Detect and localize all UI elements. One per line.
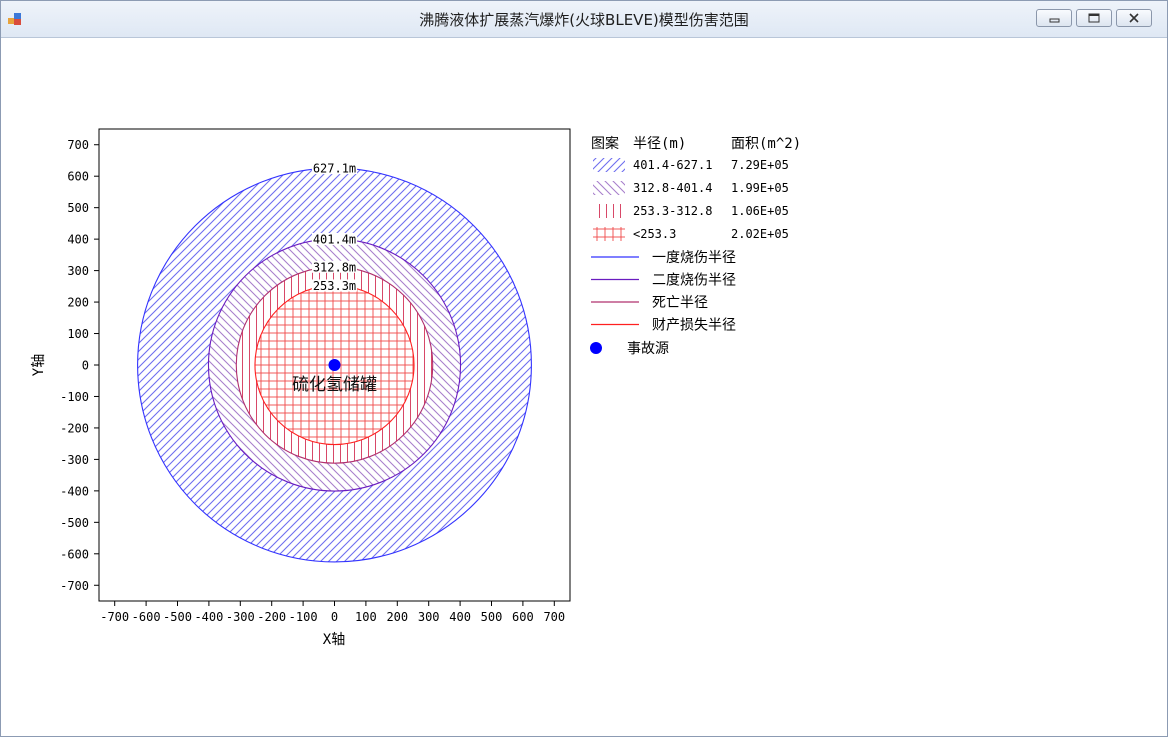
legend-area-1: 7.29E+05 [731,158,789,172]
close-button[interactable] [1116,9,1152,27]
legend-range-2: 312.8-401.4 [633,181,712,195]
radius-label-3: 312.8m [313,260,356,274]
y-tick-label: 0 [82,359,89,373]
radius-label-2: 401.4m [313,232,356,246]
y-tick-label: 600 [67,170,89,184]
legend-range-1: 401.4-627.1 [633,158,712,172]
legend-header-radius: 半径(m) [633,136,686,152]
radius-label-1: 627.1m [313,162,356,176]
legend-range-4: <253.3 [633,227,676,241]
y-tick-label: -400 [60,484,89,498]
x-tick-label: 200 [386,610,408,624]
y-tick-label: -100 [60,390,89,404]
y-tick-label: 200 [67,296,89,310]
x-tick-label: -200 [257,610,286,624]
maximize-button[interactable] [1076,9,1112,27]
client-area: 627.1m 401.4m 312.8m 253.3m -700 -600 -500 -40… [1,38,1167,736]
source-label: 硫化氢储罐 [292,375,377,395]
radius-label-bg [311,279,358,292]
legend-header-area: 面积(m^2) [731,136,801,152]
x-tick-label: 100 [355,610,377,624]
y-tick-label: -500 [60,516,89,530]
x-tick-label: 500 [481,610,503,624]
legend-range-3: 253.3-312.8 [633,204,712,218]
legend-swatch-1 [593,158,625,172]
legend-swatch-4 [593,227,625,241]
x-tick-label: -600 [132,610,161,624]
legend-area-4: 2.02E+05 [731,227,789,241]
radius-label-4: 253.3m [313,279,356,293]
x-axis-label: X轴 [323,632,345,648]
y-tick-label: -600 [60,547,89,561]
close-icon [1129,13,1139,23]
legend-source-marker [590,342,602,354]
x-tick-label: 0 [331,610,338,624]
x-tick-label: 700 [543,610,565,624]
window-title: 沸腾液体扩展蒸汽爆炸(火球BLEVE)模型伤害范围 [419,11,749,29]
radius-label-bg [311,162,358,175]
app-icon [8,13,21,25]
radius-label-bg [311,232,358,245]
y-tick-label: 400 [67,233,89,247]
legend-swatch-3 [593,204,625,218]
x-tick-label: 300 [418,610,440,624]
x-tick-label: -300 [226,610,255,624]
legend-area-2: 1.99E+05 [731,181,789,195]
y-axis-label: Y轴 [31,354,47,376]
x-tick-label: -700 [100,610,129,624]
y-tick-label: -200 [60,421,89,435]
x-tick-label: 400 [449,610,471,624]
legend-header-pattern: 图案 [591,135,619,152]
radius-label-bg [311,260,358,273]
accident-source-marker [328,359,341,371]
y-tick-label: 700 [67,138,89,152]
legend-line-label-3: 死亡半径 [652,295,708,311]
y-tick-label: 500 [67,201,89,215]
y-tick-label: 300 [67,264,89,278]
legend-line-label-1: 一度烧伤半径 [652,250,736,266]
minimize-icon [1049,18,1060,23]
legend-line-label-4: 财产损失半径 [652,318,736,334]
x-tick-label: -500 [163,610,192,624]
title-bar[interactable]: 沸腾液体扩展蒸汽爆炸(火球BLEVE)模型伤害范围 [1,1,1167,38]
y-tick-label: -700 [60,579,89,593]
minimize-button[interactable] [1036,9,1072,27]
legend-line-label-2: 二度烧伤半径 [652,273,736,289]
legend-source-label: 事故源 [627,341,669,357]
maximize-icon [1088,13,1100,23]
x-tick-label: -400 [194,610,223,624]
x-tick-label: -100 [289,610,318,624]
x-tick-label: 600 [512,610,534,624]
legend-swatch-2 [593,181,625,195]
y-tick-label: 100 [67,327,89,341]
legend-area-3: 1.06E+05 [731,204,789,218]
y-tick-label: -300 [60,453,89,467]
